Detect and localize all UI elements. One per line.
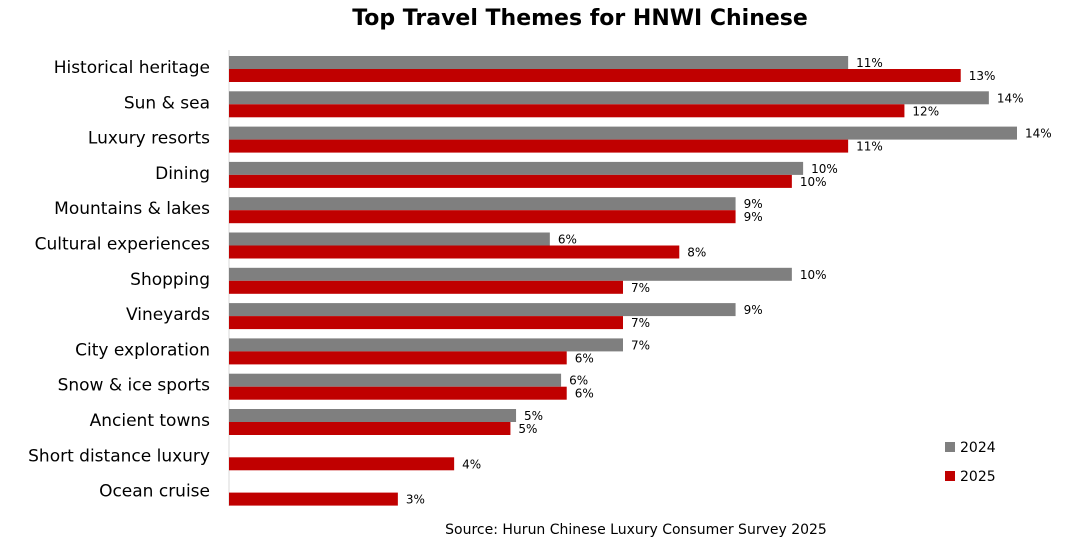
bar	[229, 210, 736, 224]
value-label: 12%	[912, 104, 939, 118]
bar	[229, 139, 849, 153]
category-label: Ancient towns	[90, 411, 211, 431]
category-label: Short distance luxury	[28, 446, 210, 466]
bar	[229, 409, 517, 422]
category-label: Luxury resorts	[88, 129, 210, 149]
value-label: 14%	[997, 91, 1024, 105]
value-label: 14%	[1025, 127, 1052, 141]
bar	[229, 338, 623, 352]
value-label: 6%	[569, 374, 588, 388]
legend-swatch	[945, 442, 955, 452]
bar	[229, 303, 736, 317]
bar	[229, 373, 562, 387]
value-label: 8%	[687, 246, 706, 260]
legend-swatch	[945, 471, 955, 481]
bar	[229, 245, 680, 259]
value-label: 5%	[524, 409, 543, 423]
value-label: 5%	[518, 422, 537, 436]
category-label: Sun & sea	[124, 93, 210, 113]
source: Source: Hurun Chinese Luxury Consumer Su…	[445, 522, 827, 538]
value-label: 7%	[631, 281, 650, 295]
value-label: 6%	[558, 233, 577, 247]
category-label: City exploration	[75, 340, 210, 360]
value-label: 13%	[969, 69, 996, 83]
category-label: Cultural experiences	[35, 235, 211, 255]
category-label: Vineyards	[126, 305, 210, 325]
bar	[229, 232, 550, 246]
bar	[229, 351, 567, 365]
legend-label: 2025	[960, 469, 996, 485]
category-label: Ocean cruise	[99, 482, 210, 502]
bar	[229, 104, 905, 118]
bar	[229, 267, 792, 281]
bar	[229, 386, 567, 400]
value-label: 10%	[811, 162, 838, 176]
value-label: 4%	[462, 457, 481, 471]
bar	[229, 69, 961, 82]
legend-label: 2024	[960, 440, 996, 456]
bar	[229, 161, 804, 175]
bar	[229, 280, 623, 294]
category-label: Dining	[155, 164, 210, 184]
bar	[229, 174, 792, 188]
value-label: 10%	[800, 268, 827, 282]
value-label: 9%	[744, 303, 763, 317]
bar	[229, 422, 511, 435]
value-label: 6%	[575, 387, 594, 401]
value-label: 9%	[744, 210, 763, 224]
value-label: 6%	[575, 351, 594, 365]
value-label: 7%	[631, 338, 650, 352]
value-label: 11%	[856, 56, 883, 70]
category-label: Snow & ice sports	[58, 376, 211, 396]
value-label: 7%	[631, 316, 650, 330]
category-label: Historical heritage	[54, 58, 210, 78]
category-label: Shopping	[130, 270, 210, 290]
bar	[229, 126, 1017, 140]
value-label: 9%	[744, 197, 763, 211]
value-label: 10%	[800, 175, 827, 189]
bar	[229, 492, 398, 506]
bar	[229, 91, 989, 105]
bar	[229, 197, 736, 211]
bar	[229, 457, 455, 471]
category-label: Mountains & lakes	[54, 199, 210, 219]
value-label: 11%	[856, 140, 883, 154]
bar	[229, 316, 623, 330]
chart-title: Top Travel Themes for HNWI Chinese	[352, 6, 808, 31]
bar	[229, 56, 849, 69]
value-label: 3%	[406, 493, 425, 507]
